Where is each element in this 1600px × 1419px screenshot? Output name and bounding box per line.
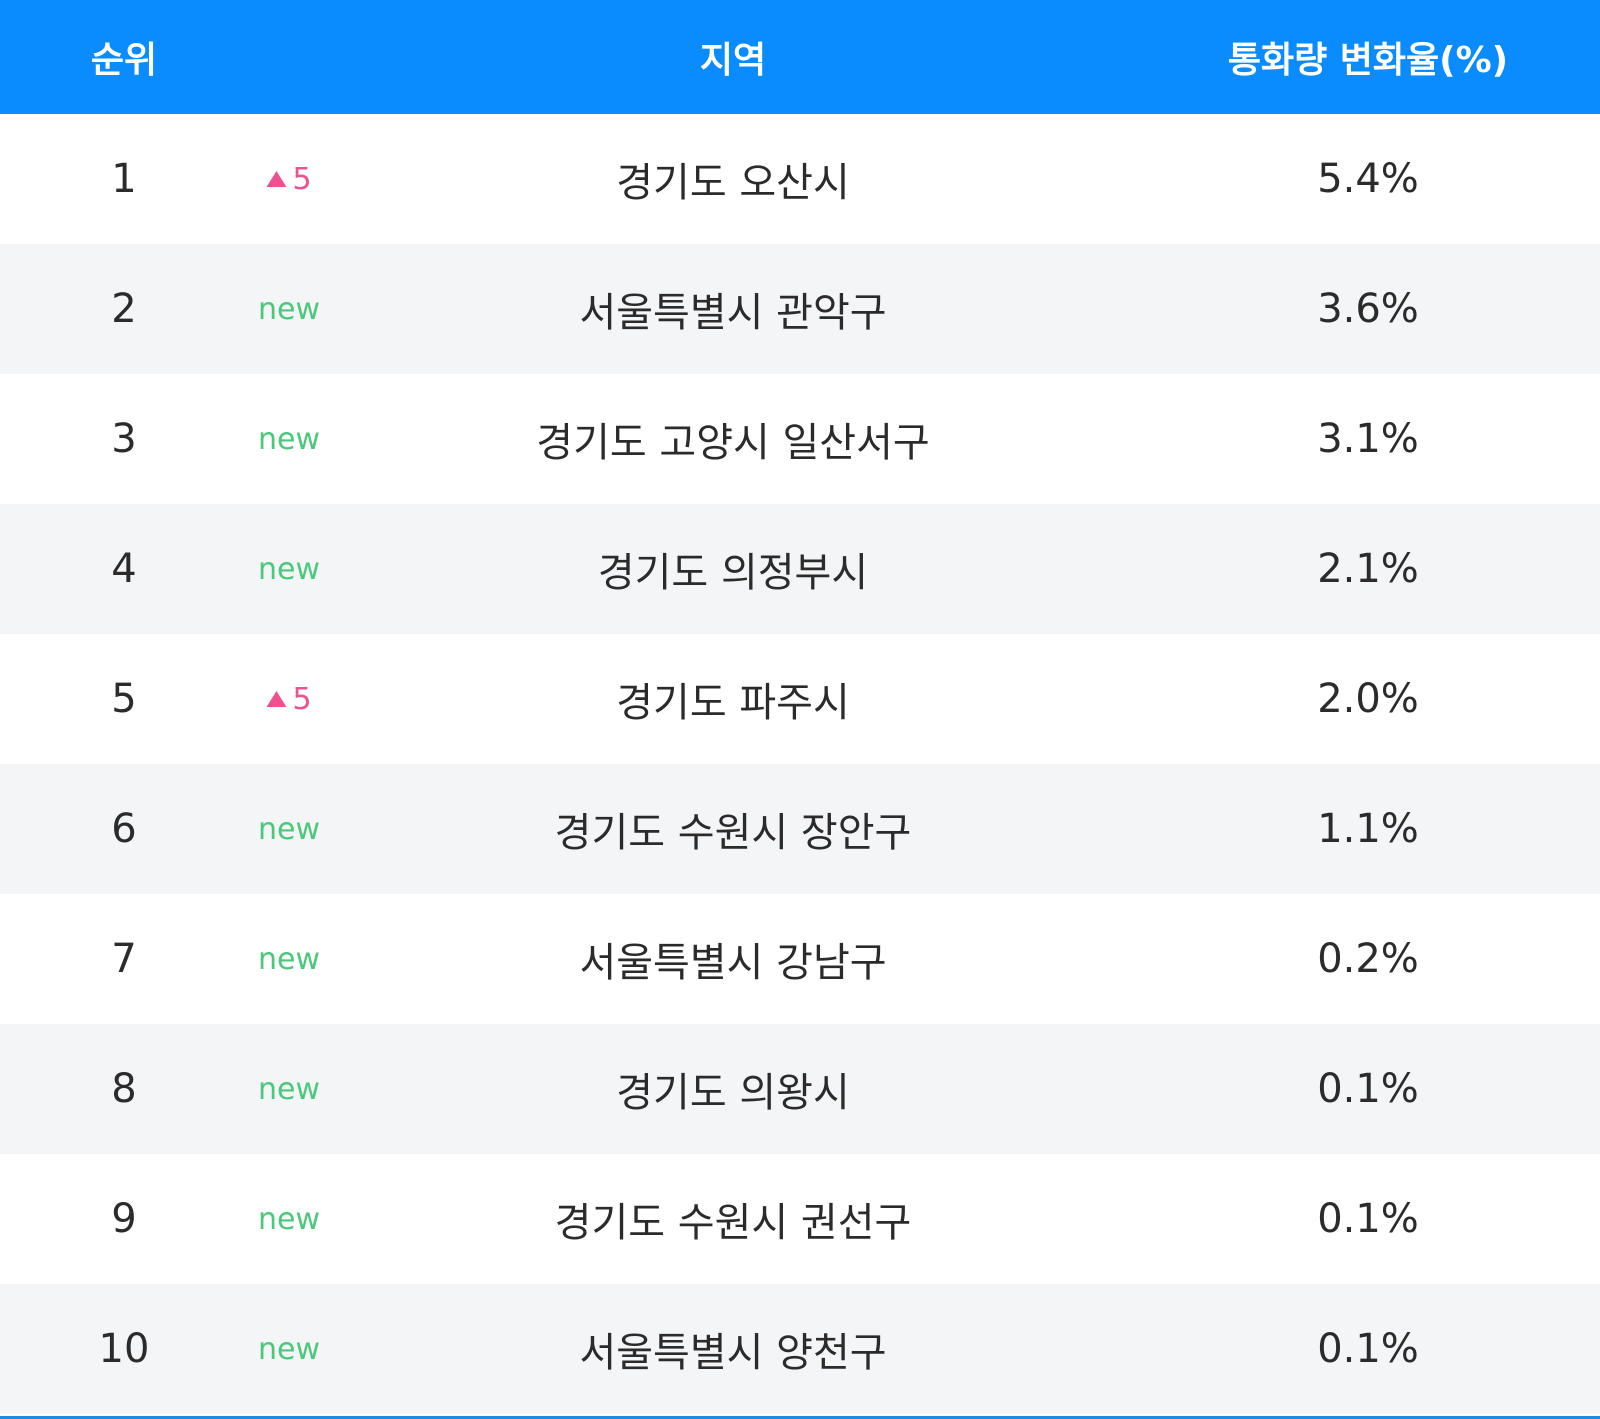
region: 경기도 수원시 장안구: [554, 810, 912, 856]
header-region: 지역: [699, 40, 767, 81]
region: 경기도 파주시: [616, 680, 850, 726]
rank: 6: [111, 806, 137, 852]
header-rate: 통화량 변화율(%): [1227, 40, 1509, 81]
rank: 4: [111, 546, 137, 592]
rate: 0.2%: [1317, 936, 1419, 982]
rate: 2.0%: [1317, 676, 1419, 722]
rate: 3.1%: [1317, 416, 1419, 462]
table-row: 5 5 경기도 파주시 2.0%: [0, 634, 1600, 764]
table-row: 1 5 경기도 오산시 5.4%: [0, 114, 1600, 244]
rank-change: new: [257, 1201, 321, 1237]
table-row: 8 new 경기도 의왕시 0.1%: [0, 1024, 1600, 1154]
rate: 5.4%: [1317, 156, 1419, 202]
table-row: 9 new 경기도 수원시 권선구 0.1%: [0, 1154, 1600, 1284]
region: 서울특별시 강남구: [579, 940, 887, 986]
rank: 8: [111, 1066, 137, 1112]
rank-change: new: [257, 421, 321, 457]
table-header: 순위 지역 통화량 변화율(%): [0, 0, 1600, 114]
table-row: 6 new 경기도 수원시 장안구 1.1%: [0, 764, 1600, 894]
table-row: 10 new 서울특별시 양천구 0.1%: [0, 1284, 1600, 1414]
rank-change: new: [257, 1331, 321, 1367]
rate: 3.6%: [1317, 286, 1419, 332]
rate: 2.1%: [1317, 546, 1419, 592]
rate: 0.1%: [1317, 1196, 1419, 1242]
rank: 2: [111, 286, 137, 332]
region: 경기도 의왕시: [616, 1070, 850, 1116]
rank-change: 5: [266, 114, 312, 244]
region: 경기도 고양시 일산서구: [536, 420, 930, 466]
region: 경기도 오산시: [616, 160, 850, 206]
rank-change: 5: [266, 634, 312, 764]
region: 경기도 의정부시: [597, 550, 869, 596]
change-value: 5: [292, 161, 312, 197]
rank-change: new: [257, 941, 321, 977]
rank: 10: [98, 1326, 150, 1372]
region: 경기도 수원시 권선구: [554, 1200, 912, 1246]
rank-change: new: [257, 811, 321, 847]
table-row: 2 new 서울특별시 관악구 3.6%: [0, 244, 1600, 374]
up-arrow-icon: [266, 171, 287, 187]
table-row: 7 new 서울특별시 강남구 0.2%: [0, 894, 1600, 1024]
rate: 0.1%: [1317, 1066, 1419, 1112]
rank: 5: [111, 676, 137, 722]
rank-change: new: [257, 551, 321, 587]
rank: 3: [111, 416, 137, 462]
rank-change: new: [257, 291, 321, 327]
rank: 9: [111, 1196, 137, 1242]
change-value: 5: [292, 681, 312, 717]
region: 서울특별시 양천구: [579, 1330, 887, 1376]
rank: 7: [111, 936, 137, 982]
rank: 1: [111, 156, 137, 202]
rate: 0.1%: [1317, 1326, 1419, 1372]
up-arrow-icon: [266, 691, 287, 707]
rank-change: new: [257, 1071, 321, 1107]
region: 서울특별시 관악구: [579, 290, 887, 336]
table-row: 3 new 경기도 고양시 일산서구 3.1%: [0, 374, 1600, 504]
rate: 1.1%: [1317, 806, 1419, 852]
header-rank: 순위: [90, 40, 158, 81]
table-row: 4 new 경기도 의정부시 2.1%: [0, 504, 1600, 634]
